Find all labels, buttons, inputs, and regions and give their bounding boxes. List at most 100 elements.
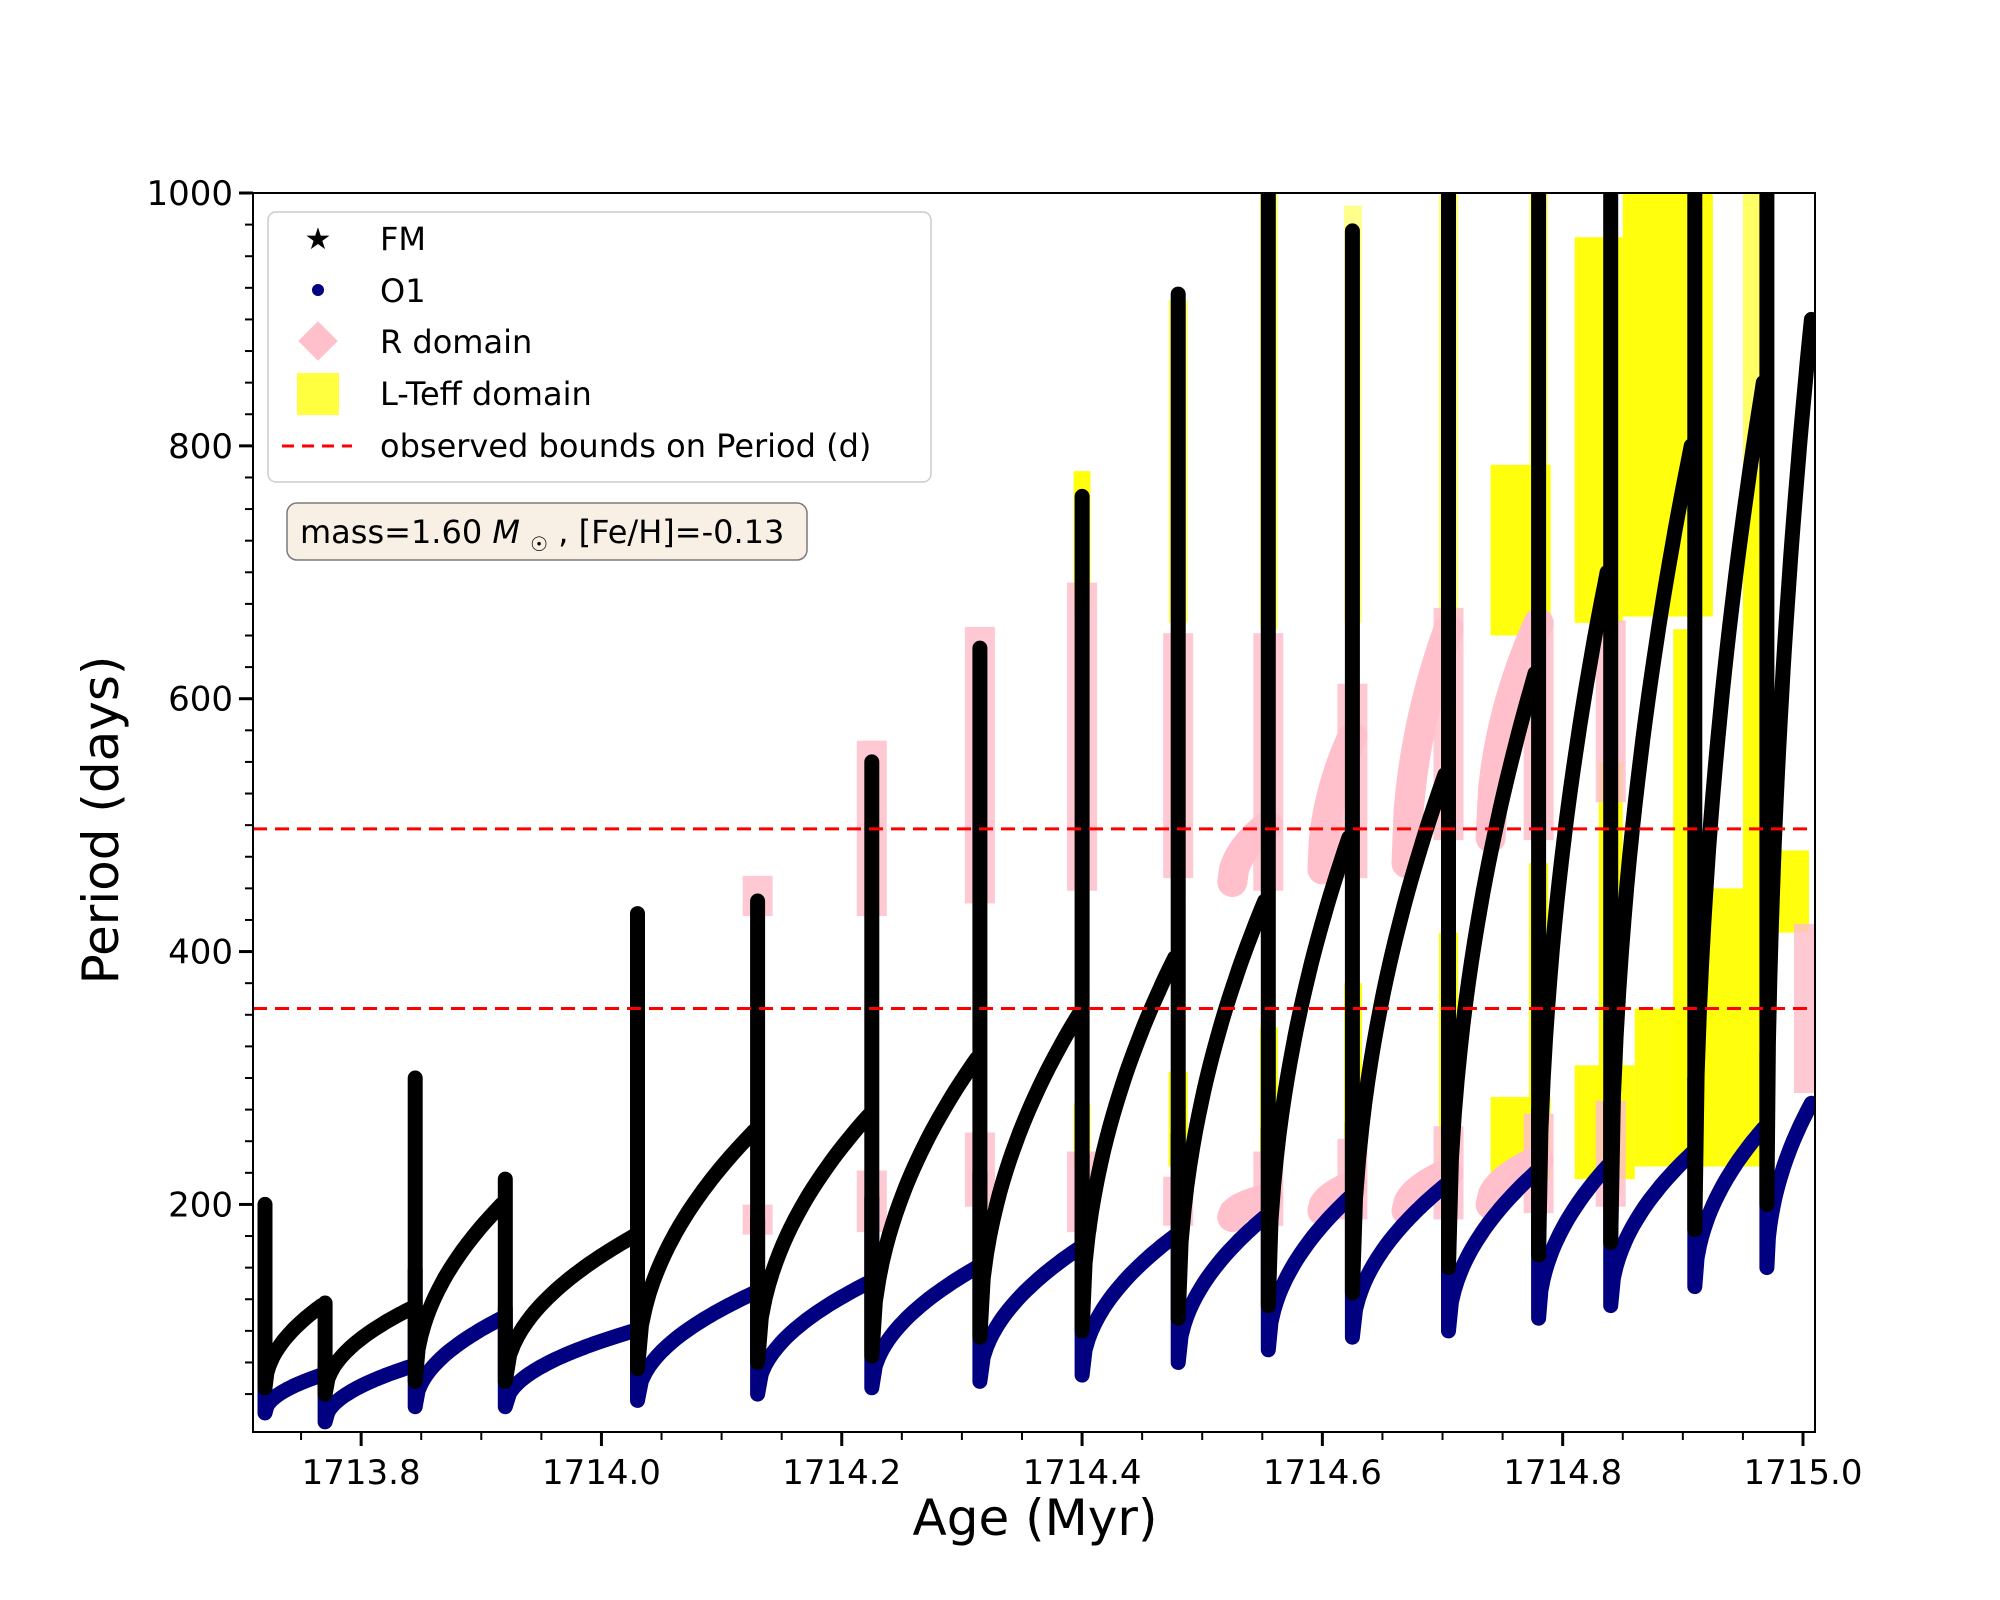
fm-star-marker: ★ xyxy=(1260,499,1276,520)
fm-star-marker: ★ xyxy=(1531,345,1547,366)
fm-star-marker: ★ xyxy=(1531,317,1547,338)
fm-star-marker: ★ xyxy=(1170,534,1186,555)
solar-symbol-icon: ☉ xyxy=(530,532,548,556)
fm-star-marker: ★ xyxy=(1074,703,1090,724)
legend-marker-fm-star-icon: ★ xyxy=(305,222,332,257)
fm-star-marker: ★ xyxy=(864,971,880,992)
fm-star-marker: ★ xyxy=(1074,647,1090,668)
fm-star-marker: ★ xyxy=(1344,464,1360,485)
fm-star-marker: ★ xyxy=(629,1015,645,1036)
fm-star-marker: ★ xyxy=(1170,562,1186,583)
fm-star-marker: ★ xyxy=(1759,231,1775,252)
fm-star-marker: ★ xyxy=(1531,234,1547,255)
fm-star-marker: ★ xyxy=(864,832,880,853)
fm-star-marker: ★ xyxy=(1260,527,1276,548)
fm-star-marker: ★ xyxy=(1074,564,1090,585)
fm-star-marker: ★ xyxy=(407,1116,423,1137)
fm-star-marker: ★ xyxy=(1440,223,1456,244)
fm-star-marker: ★ xyxy=(1440,279,1456,300)
fm-star-marker: ★ xyxy=(1170,840,1186,861)
r-domain-arc xyxy=(1475,1145,1554,1220)
fm-pulse xyxy=(1344,223,1453,1301)
o1-pulse xyxy=(497,1300,642,1415)
axes: 200 400 600 800 1000 1713.8 1714.0 1714.2 1714.4… xyxy=(146,174,1862,1493)
o1-pulse xyxy=(1170,1127,1273,1370)
fm-star-marker: ★ xyxy=(1170,590,1186,611)
x-tick-label: 1714.8 xyxy=(1503,1453,1622,1493)
fm-star-marker: ★ xyxy=(1344,714,1360,735)
x-tick-label: 1715.0 xyxy=(1744,1453,1863,1493)
fm-star-marker: ★ xyxy=(1344,408,1360,429)
fm-star-marker: ★ xyxy=(1531,456,1547,477)
fm-star-marker: ★ xyxy=(1344,380,1360,401)
fm-star-marker: ★ xyxy=(1074,591,1090,612)
annotation-text: mass=1.60 M ☉ , [Fe/H]=-0.13 xyxy=(300,513,784,559)
legend-label-fm: FM xyxy=(380,220,426,258)
fm-star-marker: ★ xyxy=(1687,211,1703,232)
fm-star-marker: ★ xyxy=(1440,446,1456,467)
fm-star-marker: ★ xyxy=(1344,241,1360,262)
fm-star-marker: ★ xyxy=(972,926,988,947)
fm-star-marker: ★ xyxy=(1344,491,1360,512)
fm-star-marker: ★ xyxy=(1440,390,1456,411)
fm-star-marker: ★ xyxy=(1260,304,1276,325)
fm-star-marker: ★ xyxy=(1603,330,1619,351)
fm-pulse xyxy=(1687,193,1771,1238)
fm-star-marker: ★ xyxy=(972,648,988,669)
r-domain-arc xyxy=(1475,607,1554,853)
fm-star-marker: ★ xyxy=(972,871,988,892)
fm-star-marker: ★ xyxy=(1344,297,1360,318)
fm-star-marker: ★ xyxy=(1603,385,1619,406)
fm-star-marker: ★ xyxy=(864,859,880,880)
fm-star-marker: ★ xyxy=(1440,502,1456,523)
fm-star-marker: ★ xyxy=(1170,340,1186,361)
legend-label-o1: O1 xyxy=(380,272,426,310)
o1-pulse xyxy=(630,1215,762,1408)
fm-star-marker: ★ xyxy=(1603,191,1619,212)
fm-star-marker: ★ xyxy=(1074,870,1090,891)
fm-star-marker: ★ xyxy=(1260,388,1276,409)
fm-star-marker: ★ xyxy=(257,1217,273,1238)
x-axis-title: Age (Myr) xyxy=(913,1489,1158,1547)
fm-star-marker: ★ xyxy=(1440,251,1456,272)
fm-star-marker: ★ xyxy=(1344,519,1360,540)
fm-pulse xyxy=(1531,193,1615,1263)
o1-pulse xyxy=(972,1165,1086,1389)
y-tick-label: 400 xyxy=(168,933,233,973)
fm-star-marker: ★ xyxy=(1170,813,1186,834)
fm-star-marker: ★ xyxy=(1260,694,1276,715)
fm-star-marker: ★ xyxy=(1531,400,1547,421)
fm-star-marker: ★ xyxy=(972,732,988,753)
fm-pulse xyxy=(1170,286,1273,1326)
fm-star-marker: ★ xyxy=(629,931,645,952)
fm-pulse xyxy=(1441,193,1543,1276)
fm-star-marker: ★ xyxy=(1440,557,1456,578)
fm-star-marker: ★ xyxy=(1074,814,1090,835)
o1-pulse xyxy=(1260,1121,1357,1358)
fm-star-marker: ★ xyxy=(1074,619,1090,640)
legend-label-observed-bounds: observed bounds on Period (d) xyxy=(380,427,871,465)
fm-star-marker: ★ xyxy=(1074,730,1090,751)
fm-star-marker: ★ xyxy=(1074,536,1090,557)
legend-marker-lteff-square-icon xyxy=(297,373,339,415)
fm-star-marker: ★ xyxy=(1260,583,1276,604)
o1-pulse xyxy=(750,1212,876,1402)
fm-star-marker: ★ xyxy=(1440,613,1456,634)
fm-star-marker: ★ xyxy=(1531,512,1547,533)
fm-star-marker: ★ xyxy=(1440,585,1456,606)
fm-star-marker: ★ xyxy=(750,1055,766,1076)
fm-star-marker: ★ xyxy=(1759,203,1775,224)
fm-star-marker: ★ xyxy=(1440,474,1456,495)
fm-star-marker: ★ xyxy=(1603,302,1619,323)
fm-star-marker: ★ xyxy=(629,1043,645,1064)
fm-star-marker: ★ xyxy=(1687,322,1703,343)
fm-pulse xyxy=(1603,193,1699,1250)
fm-star-marker: ★ xyxy=(1440,363,1456,384)
fm-star-marker: ★ xyxy=(864,887,880,908)
fm-star-marker: ★ xyxy=(1260,443,1276,464)
fm-star-marker: ★ xyxy=(972,815,988,836)
fm-star-marker: ★ xyxy=(1260,777,1276,798)
fm-star-marker: ★ xyxy=(1531,484,1547,505)
y-tick-label: 800 xyxy=(168,427,233,467)
